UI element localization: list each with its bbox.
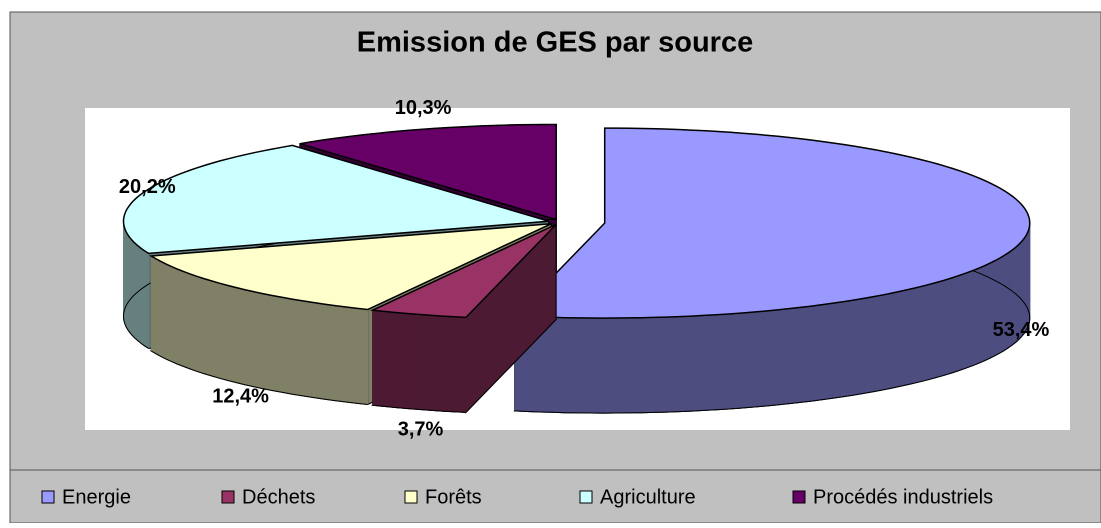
slice-side — [245, 290, 254, 387]
slice-side — [928, 283, 936, 380]
slice-side — [236, 288, 245, 385]
slice-side — [334, 306, 345, 402]
slice-side — [204, 279, 212, 376]
data-label: 20,2% — [119, 176, 176, 198]
slice-side — [323, 304, 334, 401]
slice-side — [776, 309, 788, 405]
slice-side — [692, 315, 704, 411]
data-label: 10,3% — [395, 97, 452, 119]
slice-side — [959, 273, 966, 370]
slice-side — [741, 312, 753, 408]
slice-side — [854, 298, 864, 395]
slice-side — [936, 280, 944, 377]
slice-side — [407, 314, 419, 410]
slice-side — [212, 281, 220, 378]
legend-swatch — [405, 491, 417, 503]
slice-side — [990, 261, 995, 359]
slice-side — [874, 295, 884, 392]
data-label: 3,7% — [398, 419, 444, 441]
slice-side — [161, 261, 166, 359]
legend-label: Déchets — [242, 486, 315, 508]
slice-side — [704, 315, 716, 411]
slice-side — [141, 248, 145, 346]
legend-label: Agriculture — [600, 486, 696, 508]
legend-label: Energie — [62, 486, 131, 508]
slice-side — [145, 251, 149, 349]
slice-side — [788, 308, 799, 404]
slice-side — [171, 266, 177, 364]
legend-label: Procédés industriels — [813, 486, 993, 508]
slice-side — [384, 311, 395, 407]
slice-side — [345, 307, 356, 403]
legend-label: Forêts — [425, 486, 482, 508]
slice-side — [552, 317, 565, 412]
slice-side — [679, 316, 692, 412]
slice-side — [979, 266, 985, 364]
slice-side — [603, 318, 616, 413]
slice-side — [166, 264, 172, 362]
slice-side — [822, 303, 833, 400]
slice-side — [418, 314, 430, 410]
slice-side — [629, 318, 642, 413]
slice-side — [578, 318, 591, 413]
slice-side — [292, 299, 302, 396]
slice-side — [442, 316, 454, 412]
slice-side — [654, 317, 667, 412]
data-label: 53,4% — [993, 319, 1050, 341]
slice-side — [667, 317, 680, 413]
slice-side — [219, 283, 227, 380]
slice-side — [254, 292, 263, 389]
legend-swatch — [42, 491, 54, 503]
slice-side — [920, 285, 928, 382]
slice-side — [356, 308, 367, 404]
slice-side — [966, 271, 973, 368]
slice-side — [430, 315, 442, 411]
slice-side — [832, 302, 843, 399]
slice-side — [302, 301, 313, 398]
slice-side — [183, 271, 190, 369]
chart-title: Emission de GES par source — [357, 27, 753, 59]
slice-side — [799, 306, 810, 402]
slice-side — [313, 302, 324, 399]
slice-side — [263, 294, 273, 391]
slice-side — [883, 293, 893, 390]
slice-side — [729, 313, 741, 409]
slice-side — [282, 297, 292, 394]
slice-side — [765, 310, 777, 406]
slice-side — [902, 289, 911, 386]
slice-side — [373, 310, 384, 406]
slice-side — [197, 276, 204, 373]
legend-swatch — [580, 491, 592, 503]
slice-side — [177, 269, 183, 366]
slice-side — [753, 311, 765, 407]
slice-side — [151, 256, 156, 354]
slice-side — [454, 317, 466, 413]
legend-swatch — [222, 491, 234, 503]
slice-side — [228, 285, 236, 382]
slice-side — [156, 259, 161, 357]
data-label: 12,4% — [212, 386, 269, 408]
slice-side — [911, 287, 920, 384]
slice-side — [641, 317, 654, 412]
slice-side — [272, 296, 282, 393]
slice-side — [995, 258, 1000, 356]
slice-side — [811, 305, 822, 401]
slice-side — [190, 274, 197, 371]
slice-side — [616, 318, 629, 413]
slice-side — [716, 314, 728, 410]
slice-side — [565, 318, 578, 413]
slice-side — [972, 268, 978, 366]
slice-side — [893, 291, 902, 388]
slice-side — [864, 297, 874, 394]
legend-swatch — [793, 491, 805, 503]
slice-side — [944, 278, 952, 375]
slice-side — [395, 313, 407, 409]
slice-side — [843, 300, 854, 397]
slice-side — [590, 318, 603, 413]
slice-side — [952, 276, 959, 373]
